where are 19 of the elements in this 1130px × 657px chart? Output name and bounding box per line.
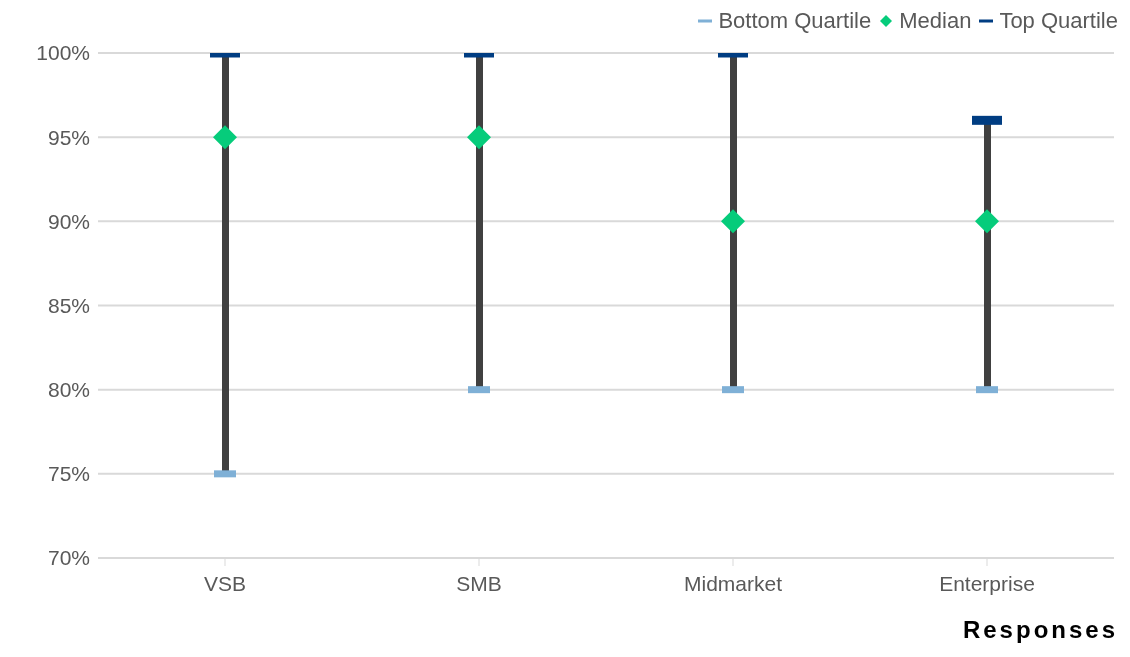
y-tick-label: 80%	[47, 378, 90, 402]
y-tick-label: 70%	[47, 546, 90, 570]
x-tick-label: VSB	[203, 571, 247, 595]
point	[213, 125, 237, 150]
x-tick-label: Enterprise	[939, 571, 1035, 595]
point	[721, 209, 745, 234]
y-tick-label: 90%	[47, 209, 90, 233]
x-tick-label: Midmarket	[683, 571, 783, 595]
y-tick-label: 95%	[47, 125, 90, 149]
legend-label: Top Quartile	[999, 8, 1118, 34]
legend-label: Bottom Quartile	[718, 8, 872, 34]
x-axis-title: Responses	[962, 616, 1118, 644]
x-tick-label: SMB	[456, 571, 502, 595]
y-tick-label: 75%	[47, 462, 90, 486]
point	[975, 209, 999, 234]
y-tick-label: 100%	[36, 41, 90, 65]
point	[467, 125, 491, 150]
y-tick-label: 85%	[47, 293, 90, 317]
legend-label: Median	[899, 8, 972, 34]
